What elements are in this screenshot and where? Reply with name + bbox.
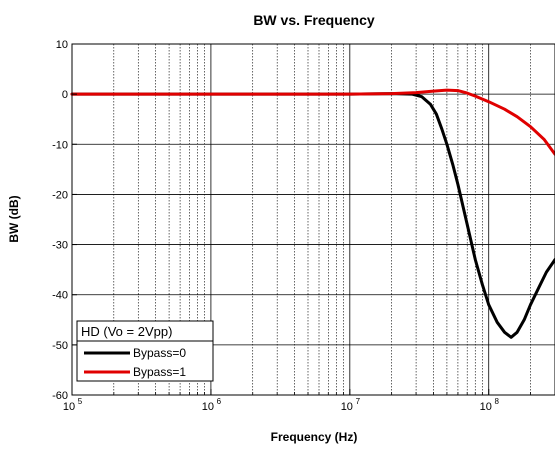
legend-title: HD (Vo = 2Vpp): [81, 324, 172, 339]
y-axis-label: BW (dB): [7, 195, 21, 242]
y-tick-label: -40: [52, 290, 68, 302]
legend-entries-box: [76, 340, 214, 382]
x-tick-label-exponent: 5: [78, 397, 83, 406]
legend-label-bypass-0: Bypass=0: [133, 346, 186, 360]
series-layer: [70, 88, 555, 339]
y-tick-label: -60: [52, 390, 68, 402]
legend-label-bypass-1: Bypass=1: [133, 365, 186, 379]
series-line-bypass-1: [70, 88, 555, 156]
chart-title: BW vs. Frequency: [253, 12, 375, 28]
y-tick-label: 0: [62, 89, 68, 101]
y-tick-label: -50: [52, 340, 68, 352]
x-tick-label-exponent: 6: [217, 397, 222, 406]
y-tick-label: -30: [52, 240, 68, 252]
x-tick-label-exponent: 7: [356, 397, 361, 406]
x-tick-label: 10: [202, 401, 214, 413]
y-tick-label: -20: [52, 189, 68, 201]
y-tick-label: -10: [52, 139, 68, 151]
y-tick-label: 10: [56, 39, 68, 51]
x-tick-label-exponent: 8: [494, 397, 499, 406]
x-tick-label: 10: [480, 401, 492, 413]
x-tick-label: 10: [341, 401, 353, 413]
legend: HD (Vo = 2Vpp) Bypass=0 Bypass=1: [76, 320, 214, 382]
plot-frame: [71, 43, 555, 396]
x-axis-label: Frequency (Hz): [271, 430, 358, 444]
x-tick-label: 10: [63, 401, 75, 413]
